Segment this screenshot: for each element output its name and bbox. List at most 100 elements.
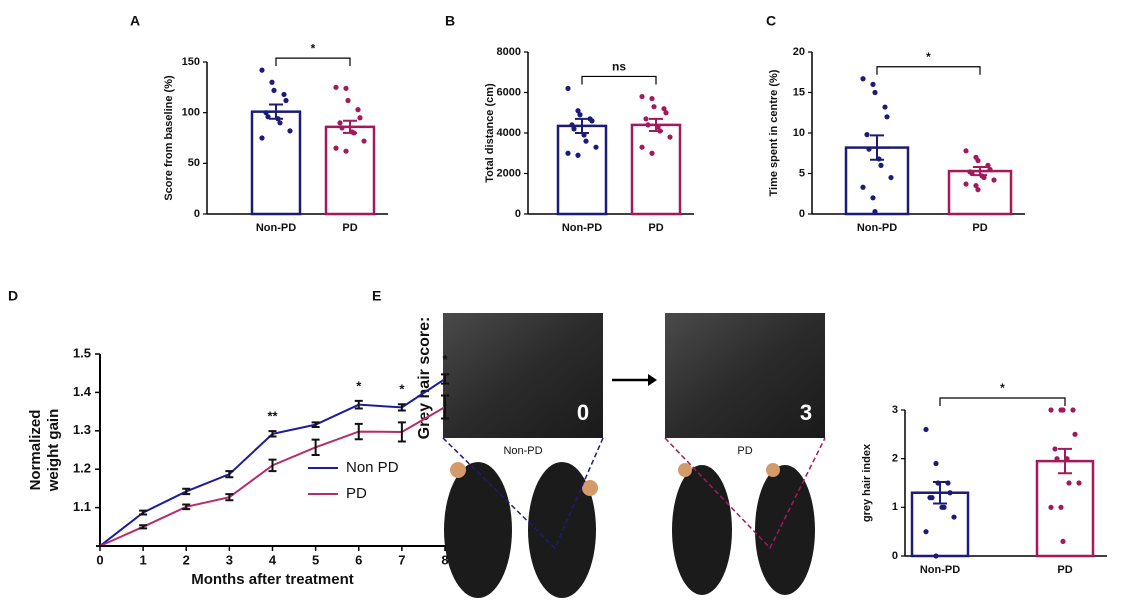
annotation: *	[399, 382, 405, 397]
error-bar	[337, 119, 363, 134]
data-point	[864, 132, 870, 138]
y-tick-label: 1.2	[73, 461, 91, 476]
data-point	[283, 97, 289, 104]
x-tick-label: 2	[183, 552, 190, 567]
group-label: PD	[737, 445, 752, 457]
data-point	[941, 504, 947, 510]
data-point	[1066, 480, 1072, 486]
arrow-head	[648, 374, 657, 386]
error-bar	[263, 103, 289, 120]
data-point	[361, 138, 367, 144]
data-point	[1072, 431, 1078, 437]
data-point	[872, 208, 878, 215]
y-tick-label: 1.4	[73, 384, 92, 399]
y-tick-label: 1.1	[73, 499, 91, 514]
error-bar	[967, 166, 993, 177]
zoom-line	[664, 437, 826, 550]
y-tick-label: 8000	[497, 46, 521, 58]
data-point	[975, 187, 981, 193]
photo	[443, 313, 603, 438]
x-tick-label: Non-PD	[256, 222, 296, 234]
legend-label: PD	[346, 485, 367, 502]
data-point	[583, 138, 589, 144]
data-point	[991, 177, 997, 183]
data-point	[333, 84, 339, 90]
data-point	[649, 95, 655, 102]
bar	[250, 110, 302, 216]
error-bar	[354, 399, 363, 410]
data-point	[593, 144, 599, 150]
error-bar	[182, 487, 191, 496]
data-point	[357, 115, 363, 121]
data-point	[973, 183, 979, 189]
data-point	[933, 553, 939, 559]
annotation: *	[356, 378, 362, 393]
data-point	[963, 148, 969, 154]
mice-photo	[444, 462, 815, 598]
data-point	[860, 184, 866, 190]
error-bar	[354, 422, 363, 441]
x-tick-label: Non-PD	[857, 222, 897, 234]
data-point	[963, 181, 969, 187]
bar	[324, 125, 376, 216]
y-axis-title: weight gain	[45, 409, 62, 493]
y-axis-title: Score from baseline (%)	[163, 75, 175, 201]
panel-letter: B	[445, 13, 455, 29]
data-point	[923, 529, 929, 535]
error-bar	[569, 117, 595, 134]
data-point	[649, 150, 655, 156]
data-point	[575, 152, 581, 158]
data-point	[870, 81, 876, 87]
data-point	[1076, 480, 1082, 486]
bar	[556, 124, 608, 216]
y-tick-label: 100	[182, 107, 200, 119]
x-tick-label: PD	[972, 222, 987, 234]
error-bar	[864, 134, 890, 161]
y-tick-label: 5	[799, 167, 805, 179]
annotation: *	[442, 352, 448, 367]
data-point	[281, 91, 287, 98]
data-point	[639, 93, 645, 100]
error-bar	[927, 481, 953, 505]
significance: *	[1000, 381, 1005, 395]
data-point	[337, 120, 343, 126]
x-tick-label: Non-PD	[920, 564, 960, 576]
bar	[630, 123, 682, 216]
data-point	[981, 174, 987, 181]
data-point	[1070, 407, 1076, 413]
data-point	[259, 67, 265, 73]
x-tick-label: PD	[1057, 564, 1072, 576]
y-tick-label: 2	[892, 453, 898, 465]
data-point	[663, 110, 669, 116]
data-point	[1052, 446, 1058, 452]
y-axis-title: Total distance (cm)	[484, 83, 496, 183]
data-point	[1060, 407, 1066, 413]
error-bar	[311, 421, 320, 428]
y-axis-title: grey hair index	[861, 443, 873, 522]
data-point	[269, 79, 275, 85]
y-tick-label: 0	[515, 208, 521, 220]
data-point	[589, 118, 595, 124]
bar	[947, 169, 1013, 216]
data-point	[951, 514, 957, 520]
x-axis-title: Months after treatment	[191, 571, 354, 588]
data-point	[277, 120, 283, 126]
x-tick-label: 0	[96, 552, 103, 567]
x-tick-label: 8	[441, 552, 448, 567]
error-bar	[643, 117, 669, 132]
error-bar	[268, 430, 277, 438]
panel-letter: E	[372, 288, 381, 304]
line	[99, 406, 446, 547]
score: 0	[577, 400, 589, 425]
y-tick-label: 0	[892, 550, 898, 562]
data-point	[343, 85, 349, 91]
data-point	[923, 426, 929, 433]
significance: *	[311, 41, 316, 55]
y-tick-label: 1.3	[73, 422, 91, 437]
x-tick-label: 1	[140, 552, 147, 567]
y-axis-title: Normalized	[27, 410, 44, 491]
data-point	[565, 150, 571, 156]
significance: *	[926, 50, 931, 64]
y-tick-label: 3	[892, 404, 898, 416]
